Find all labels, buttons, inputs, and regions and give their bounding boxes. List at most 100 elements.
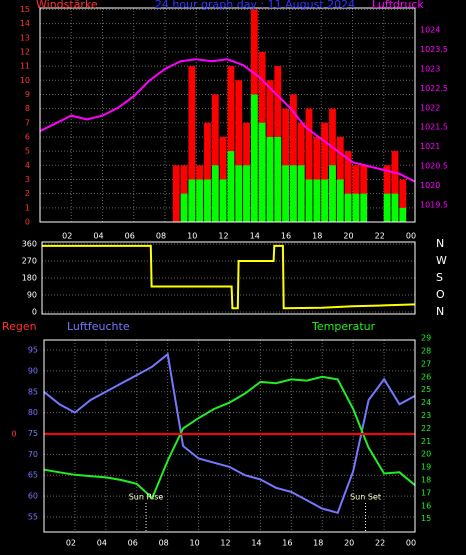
y-tick-label: 2: [25, 189, 30, 198]
bar: [211, 165, 219, 222]
bar: [180, 193, 188, 222]
y2-tick-label: 1023.5: [420, 45, 448, 54]
x-tick-label: 10: [187, 232, 197, 241]
bar: [336, 179, 344, 222]
bar: [383, 193, 391, 222]
x-tick-label: 08: [159, 539, 169, 548]
y2-tick-label: O: [436, 288, 445, 301]
y2-tick-label: 1023: [420, 64, 440, 73]
bar: [282, 165, 289, 222]
y2-tick-label: 1021: [420, 142, 440, 151]
x-tick-label: 16: [281, 232, 291, 241]
bar: [360, 193, 368, 222]
x-tick-label: 12: [220, 539, 230, 548]
y2-tick-label: 27: [421, 359, 431, 368]
x-tick-label: 02: [62, 232, 72, 241]
chart-title: 24 hour graph day : 11 August 2024: [155, 0, 355, 11]
y2-axis-label: Luftdruck: [372, 0, 424, 11]
y-tick-label: 0: [25, 218, 30, 227]
y2-axis-label: Temperatur: [311, 320, 376, 333]
y-tick-label: 3: [25, 175, 30, 184]
y2-tick-label: 25: [421, 385, 431, 394]
y-tick-label: 8: [25, 104, 30, 113]
bar: [227, 151, 235, 222]
y-tick-label: 55: [28, 512, 38, 521]
bar: [188, 66, 196, 222]
bar: [243, 165, 250, 222]
bar: [250, 94, 258, 222]
y-tick-label: 14: [20, 19, 30, 28]
plot-frame: [43, 339, 416, 533]
y2-tick-label: 29: [421, 334, 431, 343]
y-tick-label: 90: [28, 366, 38, 375]
annotation-label: Sun Set: [350, 493, 381, 502]
y-tick-label: 15: [20, 5, 30, 14]
y2-tick-label: 1022.5: [420, 84, 448, 93]
bar: [227, 66, 235, 222]
bar: [172, 165, 180, 222]
bar: [290, 94, 297, 222]
bar: [329, 108, 336, 222]
bar: [305, 179, 313, 222]
y-tick-label: 9: [25, 90, 30, 99]
y2-tick-label: 21: [421, 437, 431, 446]
bar: [196, 179, 204, 222]
y-tick-label: 75: [28, 429, 38, 438]
y-tick-label: 85: [28, 387, 38, 396]
y-tick-label: 1: [25, 203, 30, 212]
bar: [399, 207, 407, 222]
y-tick-label: 4: [25, 161, 30, 170]
bar: [352, 193, 360, 222]
x-tick-label: 22: [375, 232, 385, 241]
y2-tick-label: 1022: [420, 103, 440, 112]
bar: [321, 179, 329, 222]
series-line: [43, 375, 416, 500]
x-tick-label: 06: [125, 232, 135, 241]
plot-frame: [41, 241, 416, 315]
bar: [344, 151, 352, 222]
bar: [258, 122, 266, 222]
bar: [290, 165, 297, 222]
x-tick-label: 22: [375, 539, 385, 548]
y-tick-label: 7: [25, 118, 30, 127]
bar: [235, 80, 243, 223]
bar: [219, 179, 227, 222]
bar: [282, 108, 289, 222]
annotation-label: Sun Rise: [129, 493, 164, 502]
y2-tick-label: 17: [421, 488, 431, 497]
y2-tick-label: 26: [421, 372, 431, 381]
y2-tick-label: 15: [421, 514, 431, 523]
y-axis-label: Windstärke: [36, 0, 98, 11]
y2-tick-label: 1024: [420, 26, 440, 35]
y-axis-label: Luftfeuchte: [67, 320, 130, 333]
y-tick-label: 11: [20, 62, 30, 71]
y2-tick-label: 1020: [420, 181, 440, 190]
bar: [391, 193, 399, 222]
series-line: [39, 58, 416, 183]
y-tick-label: 80: [28, 408, 38, 417]
x-tick-label: 14: [251, 539, 261, 548]
bar: [235, 165, 243, 222]
x-tick-label: 18: [312, 232, 322, 241]
bar: [211, 94, 219, 222]
series-line: [42, 244, 416, 310]
y2-tick-label: 1019.5: [420, 200, 448, 209]
y2-tick-label: 19: [421, 463, 431, 472]
bar: [391, 151, 399, 222]
y-tick-label: 270: [22, 257, 37, 266]
x-tick-label: 02: [66, 539, 76, 548]
y2-tick-label: 28: [421, 346, 431, 355]
series-line: [43, 352, 416, 515]
x-tick-label: 14: [250, 232, 260, 241]
y-tick-label: 5: [25, 147, 30, 156]
x-tick-label: 06: [128, 539, 138, 548]
y3-tick-label: 0: [11, 430, 16, 439]
y2-tick-label: 24: [421, 398, 431, 407]
y2-tick-label: 16: [421, 501, 431, 510]
y2-tick-label: W: [436, 254, 447, 267]
x-tick-label: 08: [156, 232, 166, 241]
y3-axis-label: Regen: [2, 320, 37, 333]
bar: [188, 179, 196, 222]
